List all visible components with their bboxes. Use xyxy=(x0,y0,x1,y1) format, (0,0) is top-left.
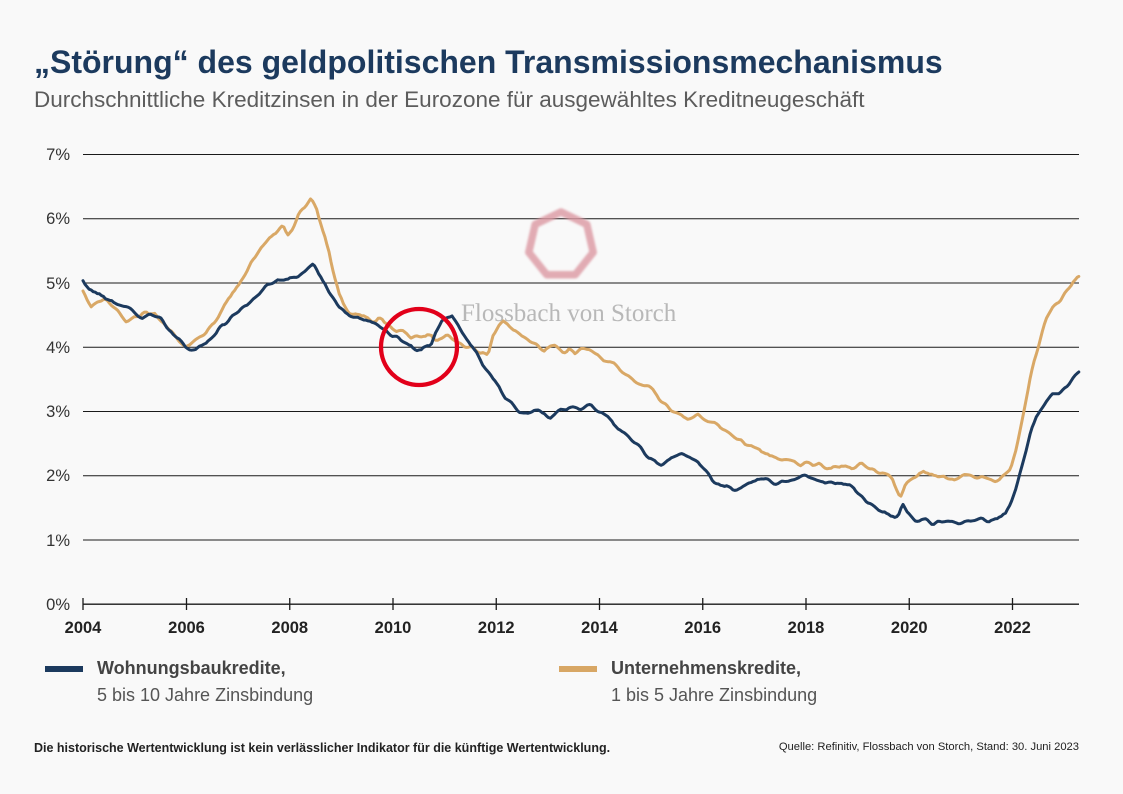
svg-text:2%: 2% xyxy=(46,467,70,485)
svg-text:7%: 7% xyxy=(46,146,70,164)
svg-text:2016: 2016 xyxy=(684,619,721,637)
svg-text:6%: 6% xyxy=(46,210,70,228)
svg-text:2014: 2014 xyxy=(581,619,619,637)
svg-text:Flossbach von Storch: Flossbach von Storch xyxy=(461,300,677,327)
svg-text:2006: 2006 xyxy=(168,619,205,637)
svg-text:2018: 2018 xyxy=(788,619,825,637)
svg-text:5%: 5% xyxy=(46,275,70,293)
svg-text:1%: 1% xyxy=(46,532,70,550)
svg-text:2010: 2010 xyxy=(375,619,412,637)
svg-text:0%: 0% xyxy=(46,596,70,614)
svg-text:4%: 4% xyxy=(46,339,70,357)
svg-text:2008: 2008 xyxy=(271,619,308,637)
svg-text:2004: 2004 xyxy=(65,619,103,637)
svg-text:2022: 2022 xyxy=(994,619,1031,637)
svg-text:2012: 2012 xyxy=(478,619,515,637)
svg-text:3%: 3% xyxy=(46,403,70,421)
svg-text:2020: 2020 xyxy=(891,619,928,637)
